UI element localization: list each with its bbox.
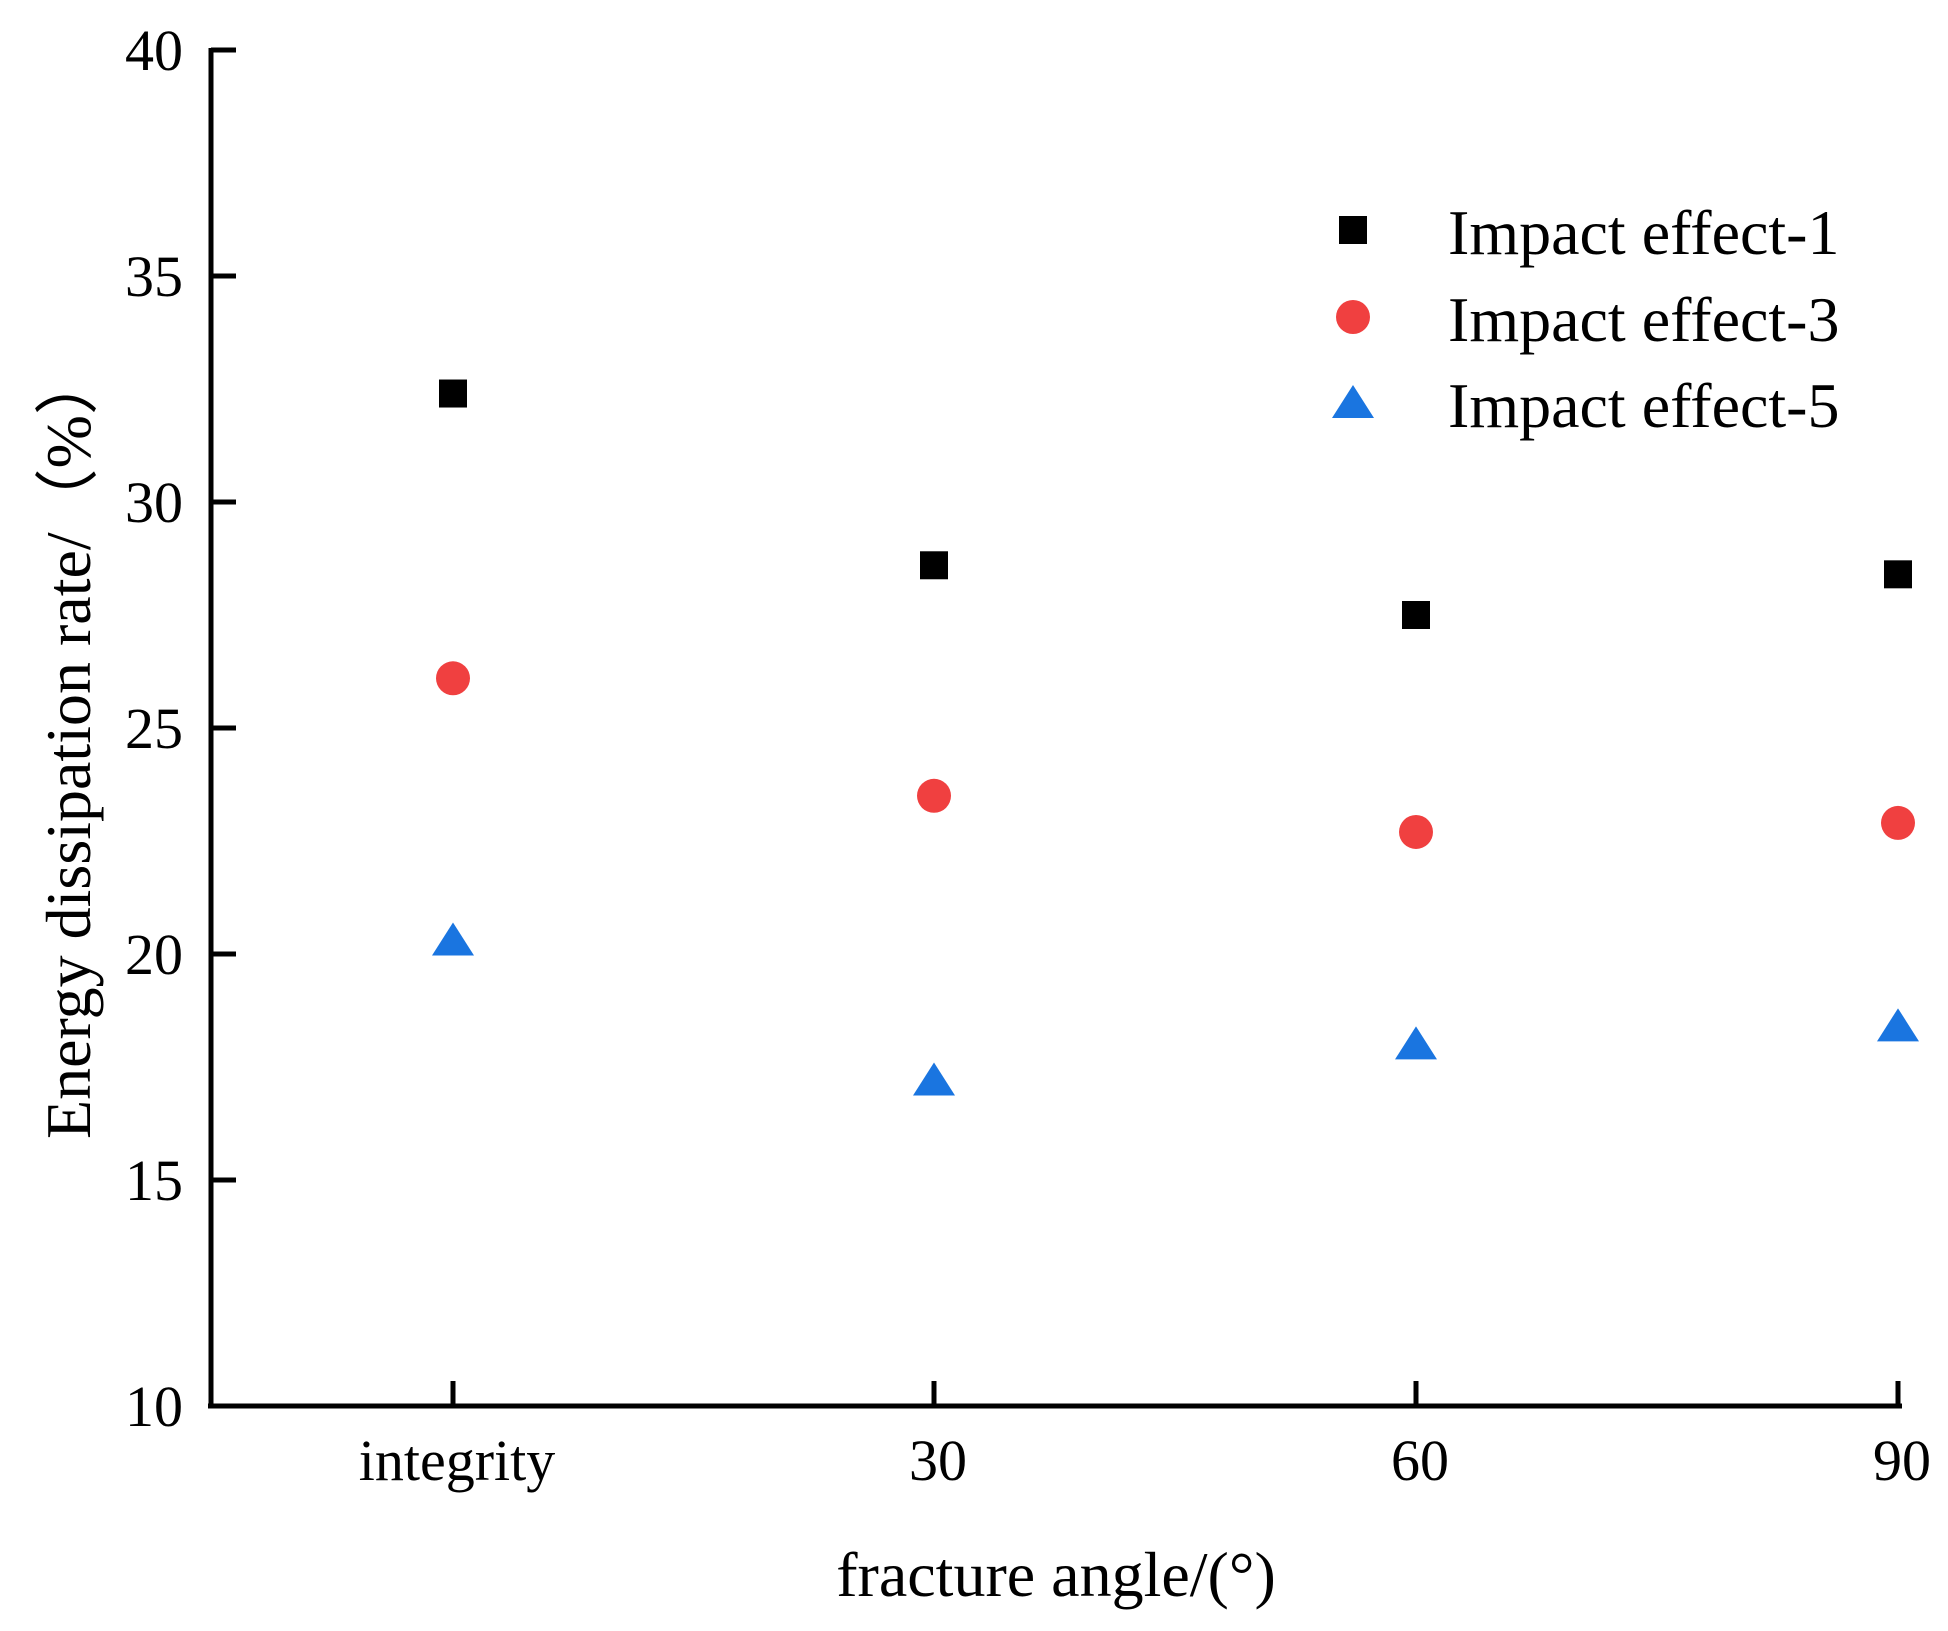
data-points <box>432 379 1919 1096</box>
y-tick-label: 40 <box>125 18 183 83</box>
x-tick-label: 30 <box>909 1428 967 1493</box>
data-point-series-3 <box>913 1062 955 1096</box>
x-axis-title: fracture angle/(°) <box>836 1539 1276 1610</box>
y-axis-title: Energy dissipation rate/（%） <box>33 351 104 1139</box>
data-point-series-2 <box>1399 814 1433 849</box>
data-point-series-1 <box>1884 560 1912 589</box>
legend-label-1: Impact effect-1 <box>1448 197 1839 268</box>
x-tick-label: 90 <box>1873 1428 1931 1493</box>
legend-label-2: Impact effect-3 <box>1448 284 1839 355</box>
data-point-series-1 <box>439 379 467 408</box>
legend: Impact effect-1 Impact effect-3 Impact eff… <box>1332 197 1839 441</box>
data-point-series-2 <box>1881 805 1915 840</box>
y-tick-label: 15 <box>125 1148 183 1213</box>
legend-marker-1 <box>1339 216 1367 244</box>
data-point-series-2 <box>917 778 951 813</box>
x-tick-label: integrity <box>359 1428 556 1493</box>
y-tick-label: 35 <box>125 244 183 309</box>
x-axis-ticks: integrity 30 60 90 <box>359 1381 1931 1493</box>
data-point-series-3 <box>432 922 474 956</box>
y-tick-label: 20 <box>125 922 183 987</box>
y-tick-label: 30 <box>125 470 183 535</box>
data-point-series-1 <box>1402 601 1430 629</box>
data-point-series-3 <box>1877 1008 1919 1042</box>
data-point-series-3 <box>1395 1026 1437 1060</box>
data-point-series-1 <box>920 551 948 580</box>
data-point-series-2 <box>436 661 470 696</box>
legend-marker-3 <box>1332 385 1374 418</box>
y-tick-label: 10 <box>125 1374 183 1439</box>
x-tick-label: 60 <box>1391 1428 1449 1493</box>
legend-marker-2 <box>1336 300 1370 334</box>
legend-label-3: Impact effect-5 <box>1448 370 1839 441</box>
y-tick-label: 25 <box>125 696 183 761</box>
y-axis-ticks: 10 15 20 25 30 35 40 <box>125 18 236 1439</box>
